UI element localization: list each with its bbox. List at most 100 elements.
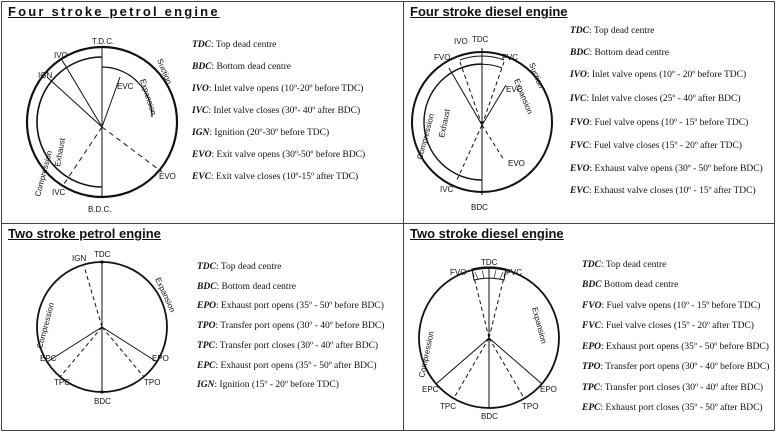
fuel-hatch <box>474 271 479 280</box>
timing-line <box>101 326 158 363</box>
stroke-label: Compression <box>35 302 56 350</box>
point-label: TDC <box>481 258 498 267</box>
point-label: EPO <box>152 354 169 363</box>
panel-title: Two stroke petrol engine <box>8 226 161 241</box>
point-label: T.D.C. <box>92 37 114 46</box>
point-label: TPO <box>144 378 160 387</box>
legend-item: FVO: Fuel valve opens (10º - 15º before … <box>582 301 761 311</box>
legend-item: EVC: Exit valve closes (10º-15º after TD… <box>192 172 359 182</box>
panel-title: Two stroke diesel engine <box>410 226 564 241</box>
legend-item: IGN: Ignition (15º - 20º before TDC) <box>197 380 339 390</box>
legend-item: FVO: Fuel valve opens (10º - 15º before … <box>570 118 749 128</box>
legend-item: TDC: Top dead centre <box>582 260 667 270</box>
legend: TDC: Top dead centre BDC: Bottom dead ce… <box>192 40 402 220</box>
stroke-label: Expansion <box>512 77 534 115</box>
point-label: BDC <box>471 203 488 212</box>
point-label: TPC <box>440 402 456 411</box>
point-label: FVC <box>502 53 518 62</box>
point-label: IVC <box>52 188 66 197</box>
timing-line <box>481 124 505 161</box>
point-label: TDC <box>94 250 111 259</box>
point-label: IGN <box>38 71 52 80</box>
point-label: FVC <box>506 268 522 277</box>
timing-line <box>481 84 507 126</box>
point-label: FVO <box>434 53 450 62</box>
valve-timing-diagram: TDC BDC IVO FVO FVC EVC EVO IVC Suction … <box>411 35 553 212</box>
legend-item: EPO: Exhaust port opens (35º - 50º befor… <box>582 342 769 352</box>
point-label: EVO <box>159 172 176 181</box>
timing-line <box>101 126 163 173</box>
row-divider <box>1 223 775 224</box>
timing-line <box>59 326 103 378</box>
legend-item: EVO: Exhaust valve opens (30º - 50º befo… <box>570 164 763 174</box>
point-label: EVC <box>506 85 523 94</box>
dead-centre-dot <box>100 390 104 394</box>
timing-line <box>46 326 103 363</box>
legend-item: TDC: Top dead centre <box>570 26 655 36</box>
legend-item: TPO: Transfer port opens (30º - 40º befo… <box>197 321 385 331</box>
timing-line <box>83 265 103 328</box>
inner-arc <box>36 56 103 188</box>
timing-line <box>61 59 103 128</box>
timing-line <box>448 67 483 126</box>
point-label: IVC <box>440 185 454 194</box>
legend-item: TPC: Transfer port closes (30º - 40º aft… <box>197 341 379 351</box>
dead-centre-dot <box>100 260 104 264</box>
stroke-label: Suction <box>527 61 545 89</box>
legend-item: FVC: Fuel valve closes (15º - 20º after … <box>570 141 742 151</box>
stroke-label: Exhaust <box>53 137 67 168</box>
legend-item: IGN: Ignition (20º-30º before TDC) <box>192 128 330 138</box>
point-label: IVO <box>54 51 68 60</box>
stroke-label: Expansion <box>153 276 177 314</box>
legend-item: IVC: Inlet valve closes (30º- 40º after … <box>192 106 361 116</box>
timing-line <box>435 337 490 385</box>
port-timing-diagram: TDC BDC IGN EPO EPC TPO TPC Compression … <box>35 250 177 406</box>
fuel-injection-zone <box>471 266 507 281</box>
timing-line <box>453 337 490 399</box>
timing-line <box>488 337 543 385</box>
fuel-hatch <box>481 269 485 279</box>
timing-line <box>455 124 483 183</box>
legend: TDC: Top dead centre BDC: Bottom dead ce… <box>197 262 402 427</box>
legend-item: IVO: Inlet valve opens (10º-20º before T… <box>192 84 364 94</box>
legend-item: BDC: Bottom dead centre <box>192 62 291 72</box>
point-label: TDC <box>472 35 489 44</box>
point-label: FVO <box>450 268 466 277</box>
point-label: B.D.C. <box>88 205 112 214</box>
legend-item: BDC: Bottom dead centre <box>197 282 296 292</box>
stroke-label: Compression <box>417 330 436 378</box>
point-label: EPC <box>422 385 439 394</box>
legend-item: IVO: Inlet valve opens (10º - 20º before… <box>570 70 747 80</box>
legend-item: IVC: Inlet valve closes (25º - 40º after… <box>570 94 741 104</box>
point-label: IVO <box>454 37 468 46</box>
column-divider <box>403 1 404 431</box>
panel-two-stroke-petrol: Two stroke petrol engine TDC BDC IGN EPO… <box>2 224 402 430</box>
stroke-label: Expansion <box>530 306 548 344</box>
timing-line <box>471 268 490 339</box>
legend-item: BDC Bottom dead centre <box>582 280 679 290</box>
timing-line <box>488 337 525 399</box>
point-label: EPC <box>40 354 57 363</box>
point-label: EVC <box>117 82 134 91</box>
panel-four-stroke-diesel: Four stroke diesel engine TDC BDC IVO FV… <box>404 2 774 222</box>
legend: TDC: Top dead centre BDC: Bottom dead ce… <box>570 26 774 221</box>
point-label: IGN <box>72 254 86 263</box>
legend-item: EVO: Exit valve opens (30º-50º before BD… <box>192 150 366 160</box>
fuel-hatch <box>493 269 497 279</box>
fuel-hatch <box>499 271 504 280</box>
legend: TDC: Top dead centre BDC Bottom dead cen… <box>582 260 774 430</box>
inner-arc <box>101 66 153 118</box>
legend-item: TPC: Transfer port closes (30º - 40º aft… <box>582 383 764 393</box>
panel-title: Four stroke petrol engine <box>8 4 220 19</box>
point-label: BDC <box>481 412 498 421</box>
legend-item: EVC: Exhaust valve closes (10º - 15º aft… <box>570 186 756 196</box>
legend-item: FVC: Fuel valve closes (15º - 20º after … <box>582 321 754 331</box>
stroke-label: Exhaust <box>437 108 452 139</box>
point-label: BDC <box>94 397 111 406</box>
point-label: TPO <box>522 402 538 411</box>
panel-four-stroke-petrol: Four stroke petrol engine T.D.C. B.D.C. … <box>2 2 402 222</box>
legend-item: TDC: Top dead centre <box>197 262 282 272</box>
point-label: EPO <box>540 385 557 394</box>
port-timing-diagram: TDC BDC FVO FVC EPO EPC TPO TPC Compress… <box>417 258 560 421</box>
point-label: TPC <box>54 378 70 387</box>
